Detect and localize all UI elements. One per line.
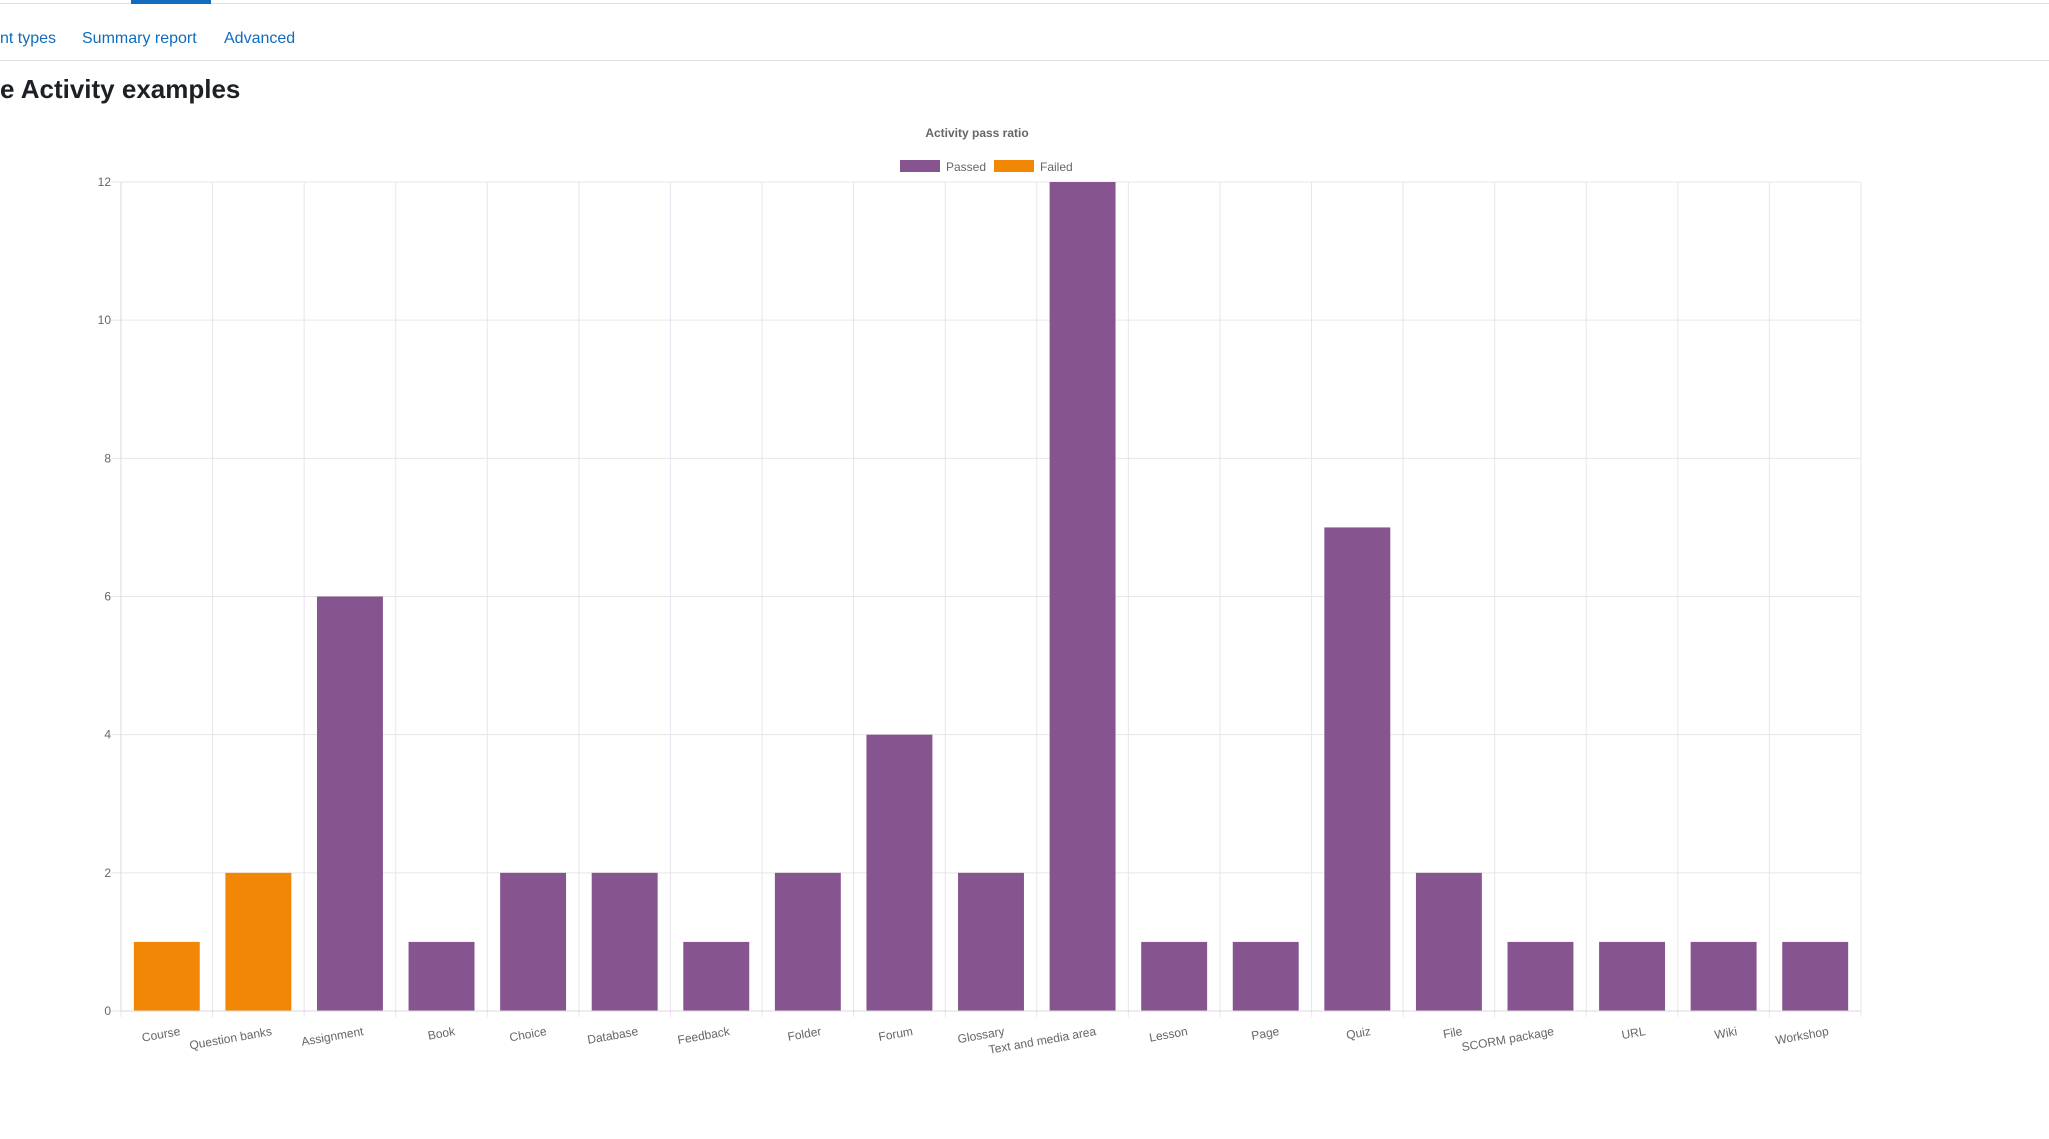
bar-passed-quiz[interactable] — [1324, 527, 1391, 1011]
y-tick-label: 12 — [98, 175, 112, 189]
x-tick-label: Choice — [508, 1024, 548, 1044]
bar-passed-wiki[interactable] — [1690, 941, 1757, 1011]
bar-passed-forum[interactable] — [866, 734, 933, 1011]
x-tick-label: Forum — [877, 1024, 914, 1044]
bar-passed-workshop[interactable] — [1782, 941, 1849, 1011]
bar-passed-url[interactable] — [1599, 941, 1666, 1011]
bar-failed-question-banks[interactable] — [225, 872, 292, 1011]
bar-passed-feedback[interactable] — [683, 941, 750, 1011]
bar-passed-lesson[interactable] — [1141, 941, 1208, 1011]
bar-passed-folder[interactable] — [774, 872, 841, 1011]
x-tick-label: Book — [427, 1024, 457, 1043]
tab-advanced[interactable]: Advanced — [224, 30, 296, 47]
legend-label-passed[interactable]: Passed — [946, 160, 986, 174]
x-tick-label: Database — [586, 1024, 639, 1047]
y-axis: 0 2 4 6 8 10 12 — [98, 175, 122, 1018]
x-tick-label: Workshop — [1774, 1024, 1830, 1047]
chart-grid — [120, 181, 1862, 1017]
x-tick-label: Course — [141, 1024, 182, 1045]
y-tick-label: 10 — [98, 313, 112, 327]
bar-passed-assignment[interactable] — [316, 596, 383, 1012]
page-title: e Activity examples — [0, 74, 241, 104]
x-tick-label: URL — [1620, 1024, 1646, 1042]
tab-content-types[interactable]: nt types — [0, 30, 57, 47]
chart-bars — [133, 182, 1849, 1012]
x-tick-label: Question banks — [188, 1024, 273, 1052]
y-tick-label: 2 — [104, 866, 111, 880]
bar-passed-choice[interactable] — [500, 872, 567, 1011]
legend-swatch-failed — [994, 160, 1034, 172]
active-tab-indicator — [131, 0, 211, 4]
x-tick-label: Page — [1250, 1024, 1280, 1043]
x-tick-label: Lesson — [1148, 1024, 1189, 1045]
chart-legend: Passed Failed — [900, 160, 1073, 174]
y-tick-label: 0 — [104, 1004, 111, 1018]
x-tick-label: SCORM package — [1461, 1024, 1556, 1054]
x-tick-label: Assignment — [300, 1024, 365, 1049]
legend-label-failed[interactable]: Failed — [1040, 160, 1073, 174]
bar-passed-text-and-media-area[interactable] — [1049, 182, 1116, 1011]
chart-title: Activity pass ratio — [925, 126, 1028, 140]
x-tick-label: File — [1442, 1024, 1464, 1041]
bar-failed-course[interactable] — [133, 941, 200, 1011]
top-tab-border — [0, 3, 2049, 4]
bar-passed-scorm-package[interactable] — [1507, 941, 1574, 1011]
x-tick-label: Quiz — [1345, 1024, 1372, 1042]
bar-passed-book[interactable] — [408, 941, 475, 1011]
x-axis: Course Question banks Assignment Book Choice… — [121, 1010, 1861, 1057]
legend-swatch-passed — [900, 160, 940, 172]
x-tick-label: Wiki — [1713, 1024, 1738, 1042]
y-tick-label: 8 — [104, 451, 111, 465]
x-tick-label: Text and media area — [988, 1024, 1098, 1057]
tab-summary-report[interactable]: Summary report — [82, 30, 197, 47]
secondary-navigation: nt types Summary report Advanced — [0, 26, 2049, 61]
y-tick-label: 4 — [104, 728, 111, 742]
bar-passed-database[interactable] — [591, 872, 658, 1011]
y-tick-label: 6 — [104, 590, 111, 604]
bar-passed-glossary[interactable] — [958, 872, 1024, 1011]
bar-passed-file[interactable] — [1415, 872, 1482, 1011]
x-tick-label: Folder — [786, 1024, 822, 1044]
bar-passed-page[interactable] — [1232, 941, 1299, 1011]
x-tick-label: Feedback — [676, 1024, 731, 1047]
